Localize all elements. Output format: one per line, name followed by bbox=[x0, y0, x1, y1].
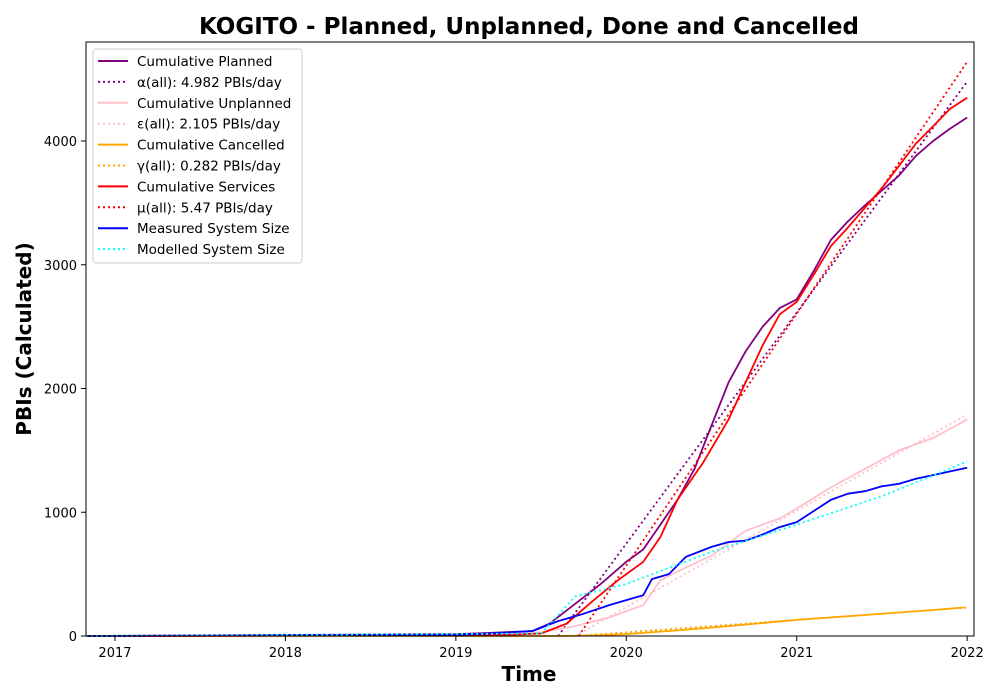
x-tick-label: 2021 bbox=[780, 646, 813, 661]
series-line-8 bbox=[85, 466, 968, 637]
legend-label-8: Measured System Size bbox=[137, 221, 290, 237]
legend-label-6: Cumulative Services bbox=[137, 179, 275, 195]
legend-label-4: Cumulative Cancelled bbox=[137, 138, 285, 154]
y-tick-label: 1000 bbox=[44, 506, 77, 521]
legend-label-3: ε(all): 2.105 PBIs/day bbox=[137, 117, 280, 133]
x-tick-label: 2017 bbox=[98, 646, 131, 661]
legend-label-5: γ(all): 0.282 PBIs/day bbox=[137, 159, 281, 175]
x-axis-label: Time bbox=[502, 662, 557, 686]
series-line-0 bbox=[85, 116, 968, 637]
y-axis-ticks: 0 1000 2000 3000 4000 bbox=[44, 135, 86, 645]
x-axis-ticks: 2017 2018 2019 2020 2021 2022 bbox=[98, 636, 984, 661]
legend-label-9: Modelled System Size bbox=[137, 242, 285, 258]
series-line-7 bbox=[577, 61, 968, 637]
y-axis-label: PBIs (Calculated) bbox=[12, 242, 36, 435]
legend-label-2: Cumulative Unplanned bbox=[137, 96, 291, 112]
y-tick-label: 4000 bbox=[44, 135, 77, 150]
x-tick-label: 2019 bbox=[439, 646, 472, 661]
legend-box bbox=[92, 48, 303, 264]
legend-label-0: Cumulative Planned bbox=[137, 54, 273, 70]
x-tick-label: 2018 bbox=[269, 646, 302, 661]
series-line-3 bbox=[574, 413, 968, 637]
series-line-5 bbox=[575, 606, 968, 637]
plot-frame bbox=[85, 41, 975, 637]
x-tick-label: 2022 bbox=[951, 646, 984, 661]
x-tick-label: 2020 bbox=[610, 646, 643, 661]
y-tick-label: 3000 bbox=[44, 259, 77, 274]
series-line-2 bbox=[85, 418, 968, 637]
legend-label-1: α(all): 4.982 PBIs/day bbox=[137, 75, 282, 91]
y-tick-label: 2000 bbox=[44, 383, 77, 398]
legend-label-7: μ(all): 5.47 PBIs/day bbox=[137, 200, 273, 216]
y-tick-label: 0 bbox=[69, 630, 77, 645]
legend: Cumulative Planned α(all): 4.982 PBIs/day… bbox=[92, 48, 303, 264]
series-line-6 bbox=[85, 96, 968, 637]
chart-title: KOGITO - Planned, Unplanned, Done and Ca… bbox=[199, 14, 859, 40]
